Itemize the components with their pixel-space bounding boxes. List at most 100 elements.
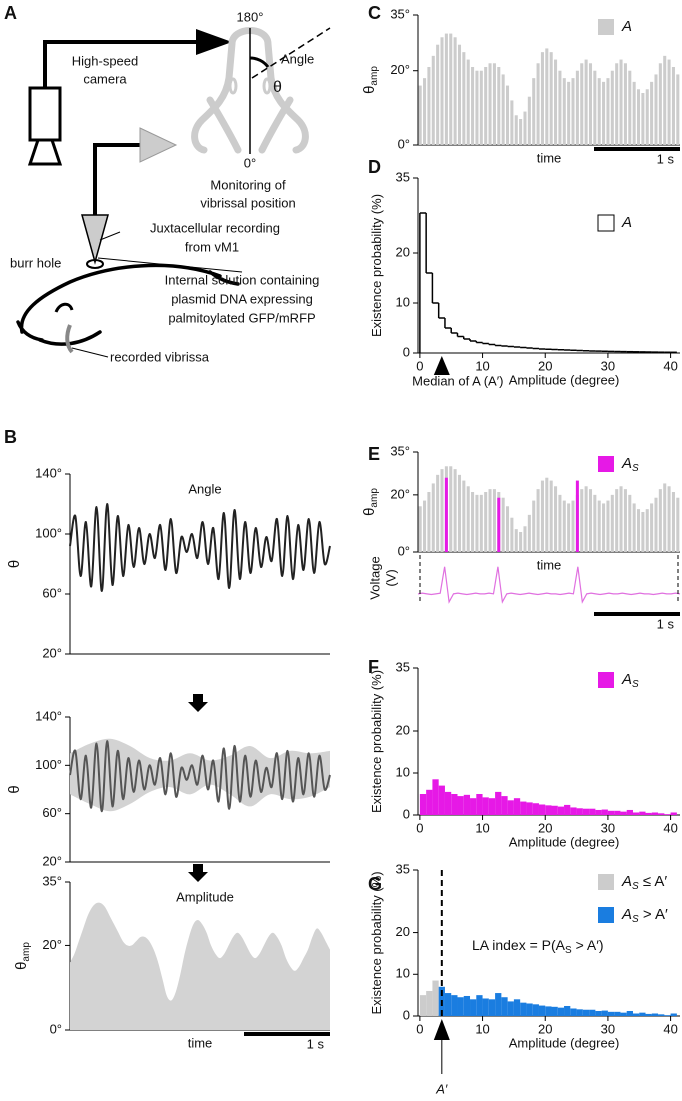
bar bbox=[484, 67, 488, 145]
y-tick-label: 60° bbox=[42, 585, 62, 600]
bar bbox=[462, 480, 466, 552]
bar bbox=[549, 480, 553, 552]
bar bbox=[671, 67, 675, 145]
bar bbox=[449, 33, 453, 146]
monitoring-label: Monitoring of bbox=[210, 177, 286, 192]
bar bbox=[444, 477, 448, 552]
legend-label: AS > A′ bbox=[621, 906, 668, 925]
bar bbox=[419, 794, 427, 815]
y-tick-label: 140° bbox=[35, 465, 62, 480]
arrow-head bbox=[433, 356, 450, 375]
bar bbox=[449, 466, 453, 552]
bar bbox=[645, 509, 649, 552]
angle-arc bbox=[249, 56, 270, 68]
bar bbox=[501, 997, 508, 1016]
bar bbox=[571, 78, 575, 145]
bar bbox=[651, 812, 659, 815]
bar bbox=[514, 529, 518, 552]
y-axis-label: Existence probability (%) bbox=[369, 670, 384, 813]
bar bbox=[457, 44, 462, 145]
y-axis-label-main: θ bbox=[13, 962, 30, 970]
bar bbox=[670, 1013, 677, 1016]
bar bbox=[671, 492, 675, 552]
bar bbox=[488, 489, 492, 552]
bar bbox=[580, 489, 584, 552]
bar bbox=[658, 63, 662, 145]
x-tick-label: 10 bbox=[475, 358, 489, 373]
legend-sub: S bbox=[632, 881, 639, 892]
legend-swatch bbox=[597, 214, 615, 232]
bar bbox=[606, 78, 610, 145]
rat-outline bbox=[16, 263, 240, 346]
bar bbox=[571, 500, 575, 552]
bar bbox=[601, 809, 608, 815]
bar bbox=[545, 48, 549, 145]
bar bbox=[520, 1002, 527, 1016]
solution-label: palmitoylated GFP/mRFP bbox=[168, 310, 315, 325]
x-tick-label: 40 bbox=[663, 1021, 677, 1036]
electrode-wire bbox=[93, 143, 142, 215]
angle-label: Angle bbox=[281, 51, 314, 66]
head-outline bbox=[191, 27, 309, 154]
x-tick-label: 10 bbox=[475, 820, 489, 835]
bar bbox=[427, 492, 431, 552]
bar bbox=[658, 813, 665, 815]
pointer bbox=[99, 231, 121, 241]
bar bbox=[497, 497, 501, 552]
bar bbox=[645, 812, 652, 815]
bar bbox=[526, 1003, 533, 1016]
y-axis-label: θamp bbox=[361, 488, 380, 516]
bar bbox=[557, 1007, 565, 1016]
legend-swatch bbox=[598, 456, 614, 472]
y-tick-label: 0 bbox=[403, 806, 410, 821]
bar bbox=[570, 1008, 577, 1016]
rat-ear bbox=[54, 302, 74, 313]
legend-swatch bbox=[598, 672, 614, 688]
bar bbox=[654, 74, 658, 145]
bar bbox=[551, 1006, 558, 1016]
bar bbox=[462, 52, 466, 146]
bar bbox=[523, 111, 527, 145]
bar bbox=[636, 89, 641, 145]
bar bbox=[501, 497, 505, 552]
bar bbox=[602, 81, 606, 145]
bar bbox=[667, 486, 671, 552]
index-label: LA index = P(AS > A′) bbox=[472, 937, 604, 956]
bar bbox=[451, 995, 458, 1016]
bar bbox=[432, 779, 439, 815]
theta-label: θ bbox=[273, 79, 282, 96]
bar bbox=[593, 494, 597, 552]
bar bbox=[451, 794, 458, 815]
bar bbox=[628, 494, 632, 552]
panel-label: G bbox=[368, 874, 382, 894]
y-tick-label: 60° bbox=[42, 805, 62, 820]
amplitude-area bbox=[70, 902, 330, 1030]
scale-bar-label: 1 s bbox=[657, 151, 675, 166]
y-tick-label: 20° bbox=[390, 62, 410, 77]
bar bbox=[606, 500, 610, 552]
vibrissa-angle-line bbox=[251, 27, 331, 79]
bar bbox=[614, 1011, 621, 1016]
pointer bbox=[71, 347, 109, 358]
panel-label: F bbox=[368, 657, 379, 677]
y-axis-label: θ bbox=[6, 560, 23, 568]
monitoring-label: vibrissal position bbox=[200, 195, 295, 210]
camera bbox=[28, 86, 62, 142]
vibrissa-label: recorded vibrissa bbox=[110, 349, 210, 364]
legend-swatch bbox=[598, 19, 614, 35]
bar bbox=[427, 67, 431, 145]
y-axis-label-main: θ bbox=[6, 560, 23, 568]
bar bbox=[589, 1009, 596, 1016]
bar bbox=[475, 70, 479, 145]
y-axis-label-main: Existence probability (%) bbox=[369, 670, 384, 813]
bar bbox=[513, 999, 521, 1016]
bar bbox=[501, 74, 505, 145]
bar bbox=[432, 980, 439, 1016]
bar bbox=[507, 1001, 514, 1016]
bar bbox=[554, 486, 558, 552]
bar bbox=[619, 59, 623, 146]
bar bbox=[453, 37, 457, 145]
x-tick-label: 30 bbox=[601, 1021, 615, 1036]
bar bbox=[418, 85, 422, 145]
bar bbox=[602, 503, 606, 552]
